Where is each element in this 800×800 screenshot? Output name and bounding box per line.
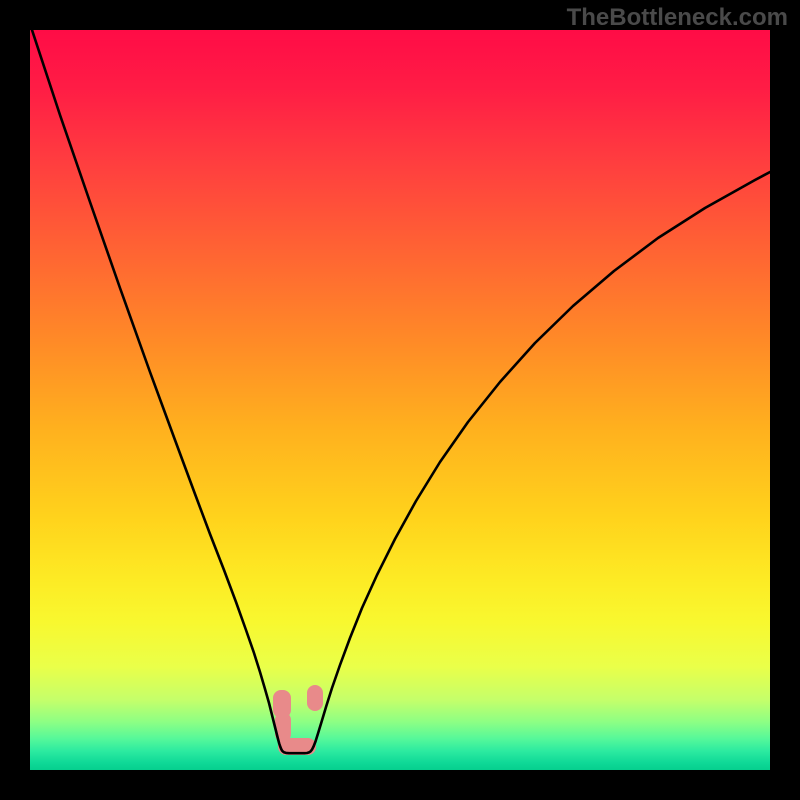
chart-frame <box>30 30 770 770</box>
watermark-text: TheBottleneck.com <box>567 4 788 32</box>
gradient-background-rect <box>30 30 770 770</box>
curve-svg <box>30 30 770 770</box>
gradient-plot-area <box>30 30 770 770</box>
